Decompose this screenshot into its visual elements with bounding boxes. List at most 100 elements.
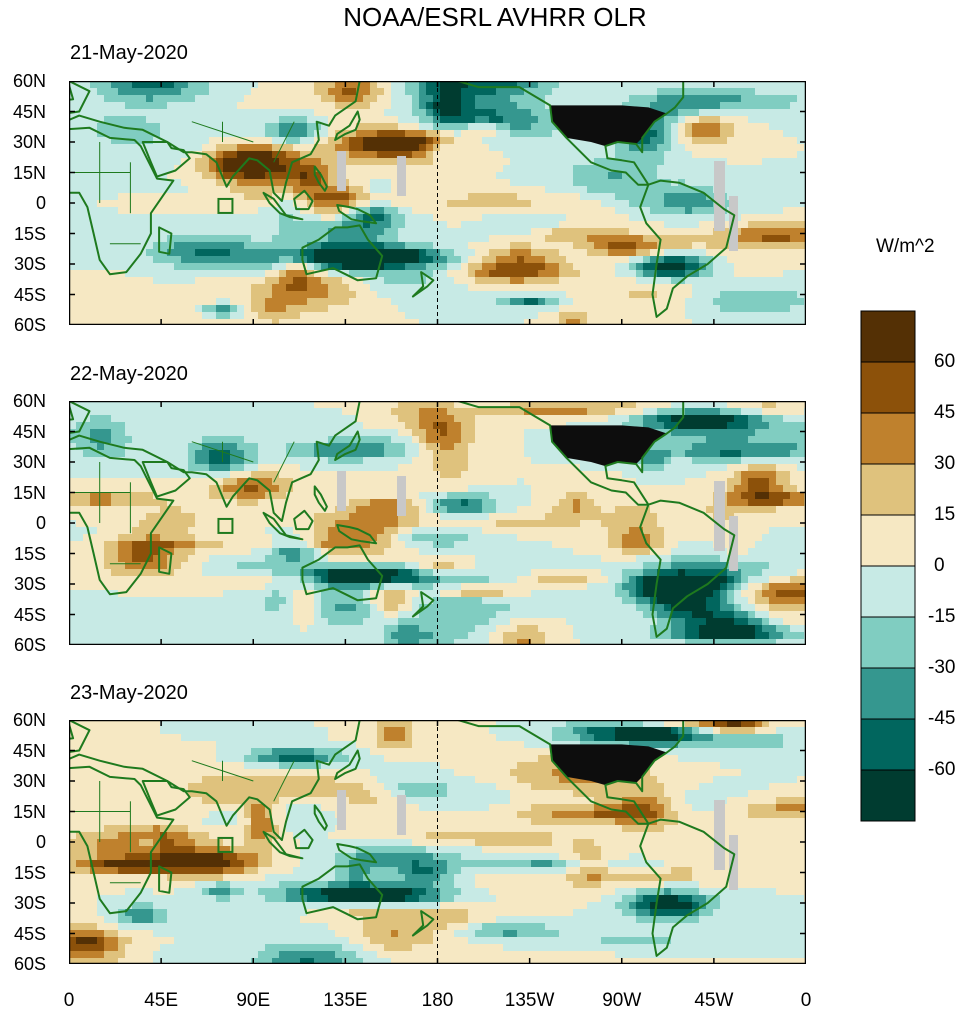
coastline <box>262 511 304 541</box>
coastline <box>411 591 435 618</box>
lat-label: 45S <box>13 284 46 305</box>
coastline <box>69 81 361 202</box>
lat-label: 30N <box>12 452 46 472</box>
lat-label: 0 <box>35 832 46 852</box>
lon-label: 180 <box>421 990 454 1011</box>
coastline <box>457 401 685 506</box>
colorbar-box <box>860 769 916 822</box>
coastline <box>639 499 736 638</box>
lat-label: 30S <box>13 574 46 594</box>
usa-state-boundaries <box>550 744 667 786</box>
lat-label: 0 <box>35 193 46 213</box>
coastline <box>639 179 736 318</box>
lon-label: 45W <box>694 990 734 1011</box>
colorbar-label: 15 <box>934 504 956 525</box>
coastline <box>334 749 361 780</box>
coastline <box>336 204 378 225</box>
maldives-box <box>217 197 234 214</box>
missing-data-strip <box>714 161 725 231</box>
coastline <box>293 509 314 531</box>
panel-date-2: 22-May-2020 <box>70 363 188 385</box>
colorbar-box <box>860 718 916 771</box>
colorbar-label: 30 <box>934 453 956 474</box>
lat-label: 0 <box>35 513 46 533</box>
lat-label: 15S <box>13 223 46 244</box>
coastline <box>336 524 378 545</box>
colorbar-label: 0 <box>934 555 945 576</box>
panel-date-3: 23-May-2020 <box>70 682 188 704</box>
lat-label: 15N <box>12 162 46 183</box>
coastline <box>158 226 173 255</box>
missing-data-strip <box>714 800 725 870</box>
colorbar-box <box>860 412 916 465</box>
colorbar-label: -30 <box>928 657 956 678</box>
lon-label: 90E <box>236 990 271 1011</box>
colorbar-label: -60 <box>928 759 956 780</box>
coastline <box>158 865 173 894</box>
missing-data-strip <box>397 795 406 835</box>
lat-label: 30S <box>13 254 46 274</box>
coastline <box>411 910 435 937</box>
lat-label: 45S <box>13 604 46 625</box>
colorbar-box <box>860 361 916 414</box>
lat-label: 60S <box>13 635 46 655</box>
coastline <box>301 863 384 921</box>
lon-label: 135W <box>504 990 555 1011</box>
lon-label: 45E <box>144 990 179 1011</box>
coastline <box>141 461 191 498</box>
coastline <box>313 485 328 512</box>
coastline <box>69 446 175 596</box>
olr-anomaly-map-3 <box>69 720 806 964</box>
coastline <box>69 720 361 841</box>
missing-data-strip <box>729 196 738 251</box>
map-panel-1 <box>69 81 806 325</box>
coastline <box>293 189 314 211</box>
missing-data-strip <box>397 476 406 516</box>
lat-label: 30N <box>12 132 46 152</box>
lat-label: 45N <box>12 740 46 761</box>
coastline <box>301 224 384 282</box>
lon-label: 90W <box>602 990 642 1011</box>
coastline <box>69 401 361 522</box>
missing-data-strip <box>397 156 406 196</box>
colorbar-box <box>860 667 916 720</box>
olr-anomaly-map-1 <box>69 81 806 325</box>
coastline <box>158 546 173 575</box>
coastline <box>262 830 304 860</box>
lat-label: 60S <box>13 315 46 335</box>
coastline <box>141 780 191 817</box>
colorbar-box <box>860 565 916 618</box>
maldives-box <box>217 836 234 853</box>
coastline <box>457 81 685 186</box>
colorbar-label: -15 <box>928 606 956 627</box>
coastline <box>336 843 378 864</box>
coastline <box>639 818 736 957</box>
missing-data-strip <box>337 151 346 191</box>
colorbar-box <box>860 514 916 567</box>
colorbar-label: -45 <box>928 708 956 729</box>
coastline <box>69 126 175 276</box>
coastline <box>334 110 361 141</box>
lat-label: 45N <box>12 421 46 442</box>
coastline <box>69 765 175 915</box>
lat-label: 45N <box>12 101 46 122</box>
lat-label: 45S <box>13 923 46 944</box>
coastline <box>301 544 384 602</box>
missing-data-strip <box>337 471 346 511</box>
lon-label: 0 <box>63 990 75 1011</box>
panel-date-1: 21-May-2020 <box>70 42 188 64</box>
coastline <box>313 804 328 831</box>
lat-label: 60N <box>12 710 46 730</box>
lon-label: 135E <box>323 990 368 1011</box>
country-border <box>273 121 295 163</box>
olr-anomaly-map-2 <box>69 401 806 645</box>
colorbar-box <box>860 616 916 669</box>
lon-label: 0 <box>800 990 812 1011</box>
lat-label: 60S <box>13 954 46 974</box>
colorbar-box <box>860 310 916 363</box>
colorbar-label: 60 <box>934 351 956 372</box>
lat-label: 15S <box>13 543 46 564</box>
missing-data-strip <box>729 516 738 571</box>
lat-label: 15N <box>12 801 46 822</box>
figure-title: NOAA/ESRL AVHRR OLR <box>343 2 647 32</box>
